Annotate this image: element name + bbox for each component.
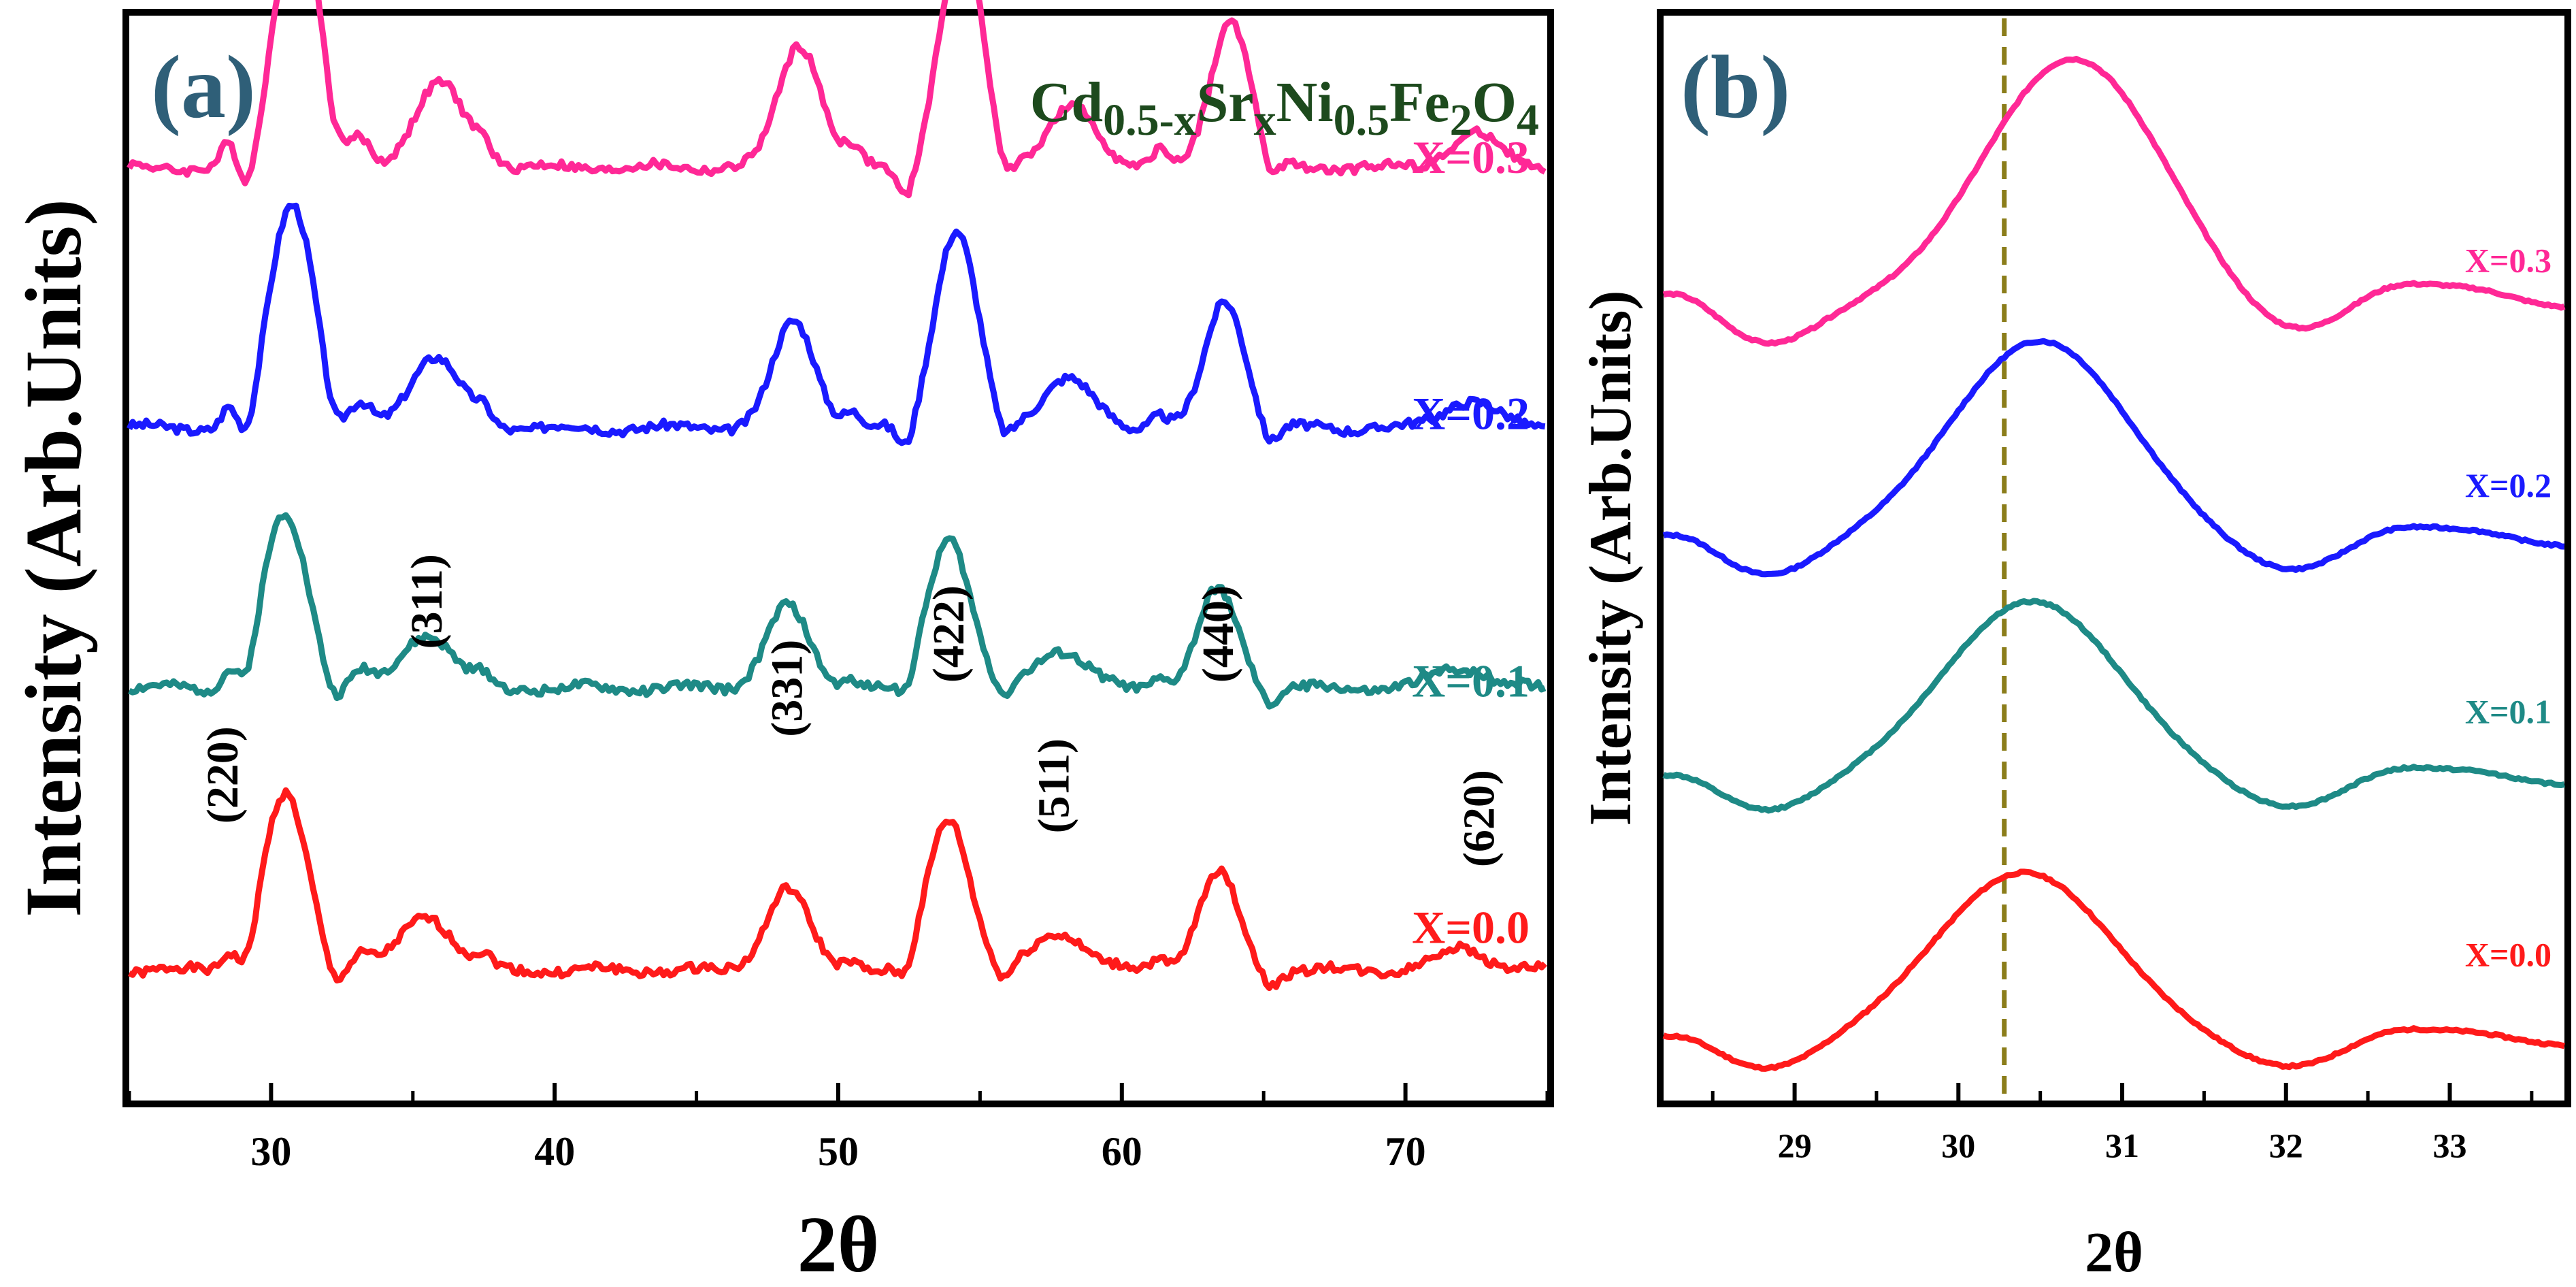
panel-b-x-tick-label: 33 [2432,1126,2466,1164]
panel-a-x-tick-label: 30 [250,1129,291,1174]
panel-a-hkl-label: (620) [1455,770,1504,867]
formula-subscript: 0.5 [1334,95,1390,145]
panel-b-x-tick-label: 32 [2269,1126,2303,1164]
panel-a-label: (a) [151,37,256,137]
formula-element: Cd [1030,71,1103,134]
panel-a: 30 40 50 60 70 X=0.0 X=0.1 X=0.2 X=0.3 (220) (31… [9,0,1554,1287]
formula-element: Ni [1276,71,1334,134]
formula-subscript: 2 [1450,95,1472,145]
panel-b-series-label: X=0.0 [2465,935,2552,973]
panel-a-hkl-label: (440) [1193,585,1243,683]
formula-element: Fe [1389,71,1450,134]
panel-b-series-labels: X=0.0 X=0.1 X=0.2 X=0.3 [2465,241,2552,973]
panel-b-frame [1657,9,2571,1107]
panel-a-x-axis-label: 2θ [797,1200,880,1287]
panel-a-series [126,0,1547,992]
panel-b-x-tick-label: 30 [1941,1126,1975,1164]
panel-a-series-line [126,202,1546,446]
panel-b-x-tick-label: 29 [1778,1126,1812,1164]
panel-a-title-formula: Cd0.5-xSrxNi0.5Fe2O4 [1030,71,1539,145]
formula-element: O [1472,71,1517,134]
panel-a-series-line [127,0,1547,199]
panel-b: 29 30 31 32 33 X=0.0 X=0.1 X=0.2 X=0.3 (b) Inte… [1578,9,2571,1284]
panel-a-x-tick-label: 70 [1385,1129,1426,1174]
panel-a-hkl-label: (331) [763,640,812,737]
panel-b-series-label: X=0.3 [2465,241,2552,279]
formula-subscript: 0.5-x [1103,95,1196,145]
panel-b-series-line [1662,868,2565,1072]
panel-b-series-line [1662,56,2566,347]
panel-b-series [1662,56,2566,1072]
panel-a-series-line [128,787,1547,992]
panel-a-x-tick-label: 40 [534,1129,575,1174]
panel-a-hkl-label: (511) [1029,738,1078,833]
panel-b-series-label: X=0.2 [2465,466,2552,504]
panel-a-hkl-label: (311) [402,554,452,649]
panel-a-hkl-annotations: (220) (311) (331) (422) (511) (440) (620) [198,554,1504,867]
panel-a-series-line [128,512,1547,710]
panel-b-label: (b) [1681,37,1790,137]
panel-b-series-line [1662,598,2565,814]
panel-a-series-label: X=0.2 [1412,388,1530,440]
formula-element: Sr [1197,71,1254,134]
panel-a-x-tick-label: 50 [818,1129,859,1174]
panel-b-y-axis-label: Intensity (Arb.Units) [1578,290,1644,826]
panel-b-x-ticks: 29 30 31 32 33 [1711,1083,2534,1164]
formula-subscript: x [1254,95,1276,145]
panel-a-hkl-label: (422) [924,585,974,683]
panel-a-series-label: X=0.0 [1412,902,1530,954]
panel-b-x-tick-label: 31 [2105,1126,2139,1164]
panel-a-series-label: X=0.1 [1412,655,1530,706]
panel-a-y-axis-label: Intensity (Arb.Units) [9,199,98,917]
panel-a-series-label: X=0.3 [1412,131,1530,183]
panel-b-series-line [1662,338,2565,578]
panel-a-x-tick-label: 60 [1102,1129,1142,1174]
panel-b-x-axis-label: 2θ [2085,1221,2143,1284]
panel-a-frame [122,9,1554,1107]
panel-b-series-label: X=0.1 [2465,693,2552,731]
formula-subscript: 4 [1517,95,1539,145]
panel-a-x-ticks: 30 40 50 60 70 [127,1083,1549,1174]
panel-a-hkl-label: (220) [198,726,248,824]
panel-a-series-labels: X=0.0 X=0.1 X=0.2 X=0.3 [1412,131,1530,954]
